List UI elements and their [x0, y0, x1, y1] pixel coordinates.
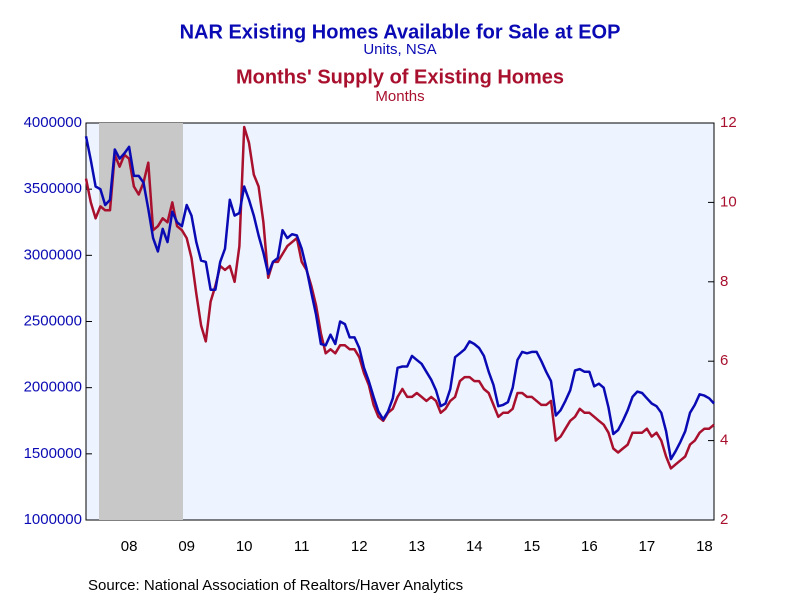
- x-tick-label: 15: [523, 538, 540, 555]
- y2-tick-label: 6: [720, 352, 728, 369]
- series-line: [84, 135, 715, 461]
- y-tick-label: 4000000: [24, 114, 82, 131]
- chart-subtitle: Units, NSA: [363, 41, 436, 58]
- y-tick-label: 2500000: [24, 312, 82, 329]
- y2-tick-label: 4: [720, 432, 728, 449]
- x-tick-label: 16: [581, 538, 598, 555]
- y-tick-label: 2000000: [24, 379, 82, 396]
- series-line: [84, 125, 715, 470]
- chart-title: NAR Existing Homes Available for Sale at…: [180, 21, 621, 43]
- x-tick-label: 18: [696, 538, 713, 555]
- y2-tick-label: 12: [720, 114, 737, 131]
- plot-area: [85, 122, 715, 521]
- y2-tick-label: 2: [720, 511, 728, 528]
- x-tick-label: 10: [236, 538, 253, 555]
- y2-tick-label: 8: [720, 273, 728, 290]
- x-tick-label: 17: [639, 538, 656, 555]
- y-tick-label: 1500000: [24, 445, 82, 462]
- source-note: Source: National Association of Realtors…: [88, 577, 463, 594]
- chart-title-2: Months' Supply of Existing Homes: [236, 66, 564, 88]
- y-tick-label: 1000000: [24, 511, 82, 528]
- x-tick-label: 14: [466, 538, 483, 555]
- y-tick-label: 3000000: [24, 246, 82, 263]
- x-tick-label: 12: [351, 538, 368, 555]
- x-tick-label: 13: [408, 538, 425, 555]
- y2-tick-label: 10: [720, 193, 737, 210]
- x-tick-label: 09: [178, 538, 195, 555]
- x-tick-label: 11: [294, 538, 310, 555]
- x-tick-label: 08: [121, 538, 138, 555]
- y-tick-label: 3500000: [24, 180, 82, 197]
- chart-subtitle-2: Months: [375, 88, 424, 105]
